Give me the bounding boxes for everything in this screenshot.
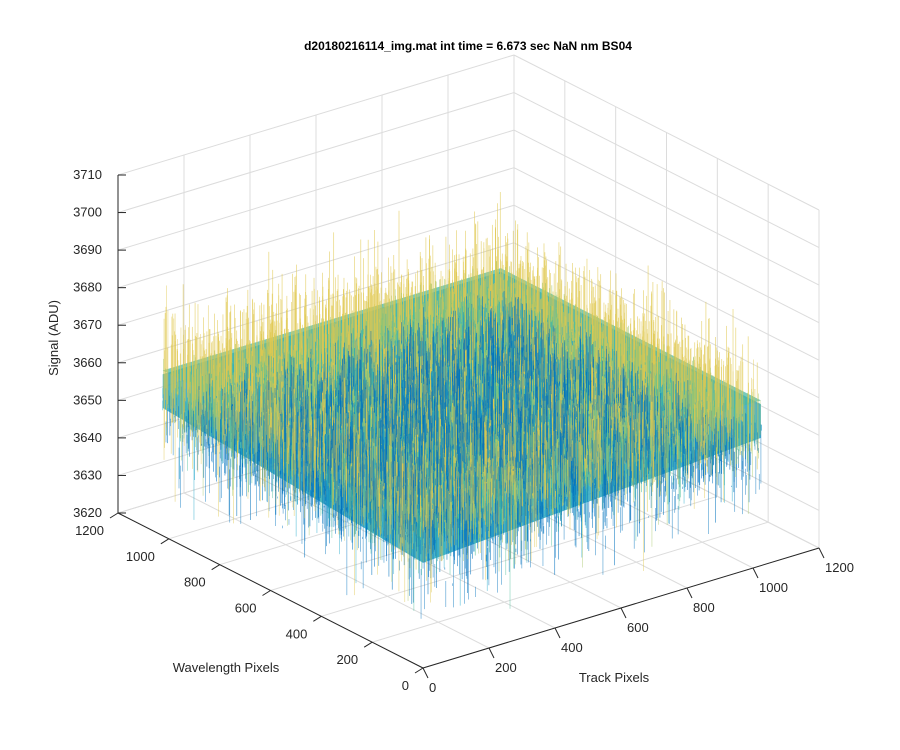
- wall-xz-grid-z: [117, 92, 515, 214]
- floor-grid-y: [372, 521, 769, 643]
- surface-layer: [162, 191, 762, 619]
- wall-xz-grid-z: [117, 54, 515, 176]
- wall-yz-grid-z: [513, 204, 820, 361]
- wall-xz-grid-z: [117, 167, 515, 289]
- wall-yz-grid-z: [513, 167, 820, 324]
- wall-yz-grid-z: [513, 54, 820, 211]
- floor-grid-y: [321, 495, 718, 617]
- wall-xz-grid-z: [117, 242, 515, 364]
- wall-yz-grid-z: [513, 242, 820, 399]
- wall-xz-grid-z: [117, 204, 515, 326]
- wall-yz-grid-z: [513, 129, 820, 286]
- wall-xz-grid-z: [117, 129, 515, 251]
- wall-yz-grid-z: [513, 92, 820, 249]
